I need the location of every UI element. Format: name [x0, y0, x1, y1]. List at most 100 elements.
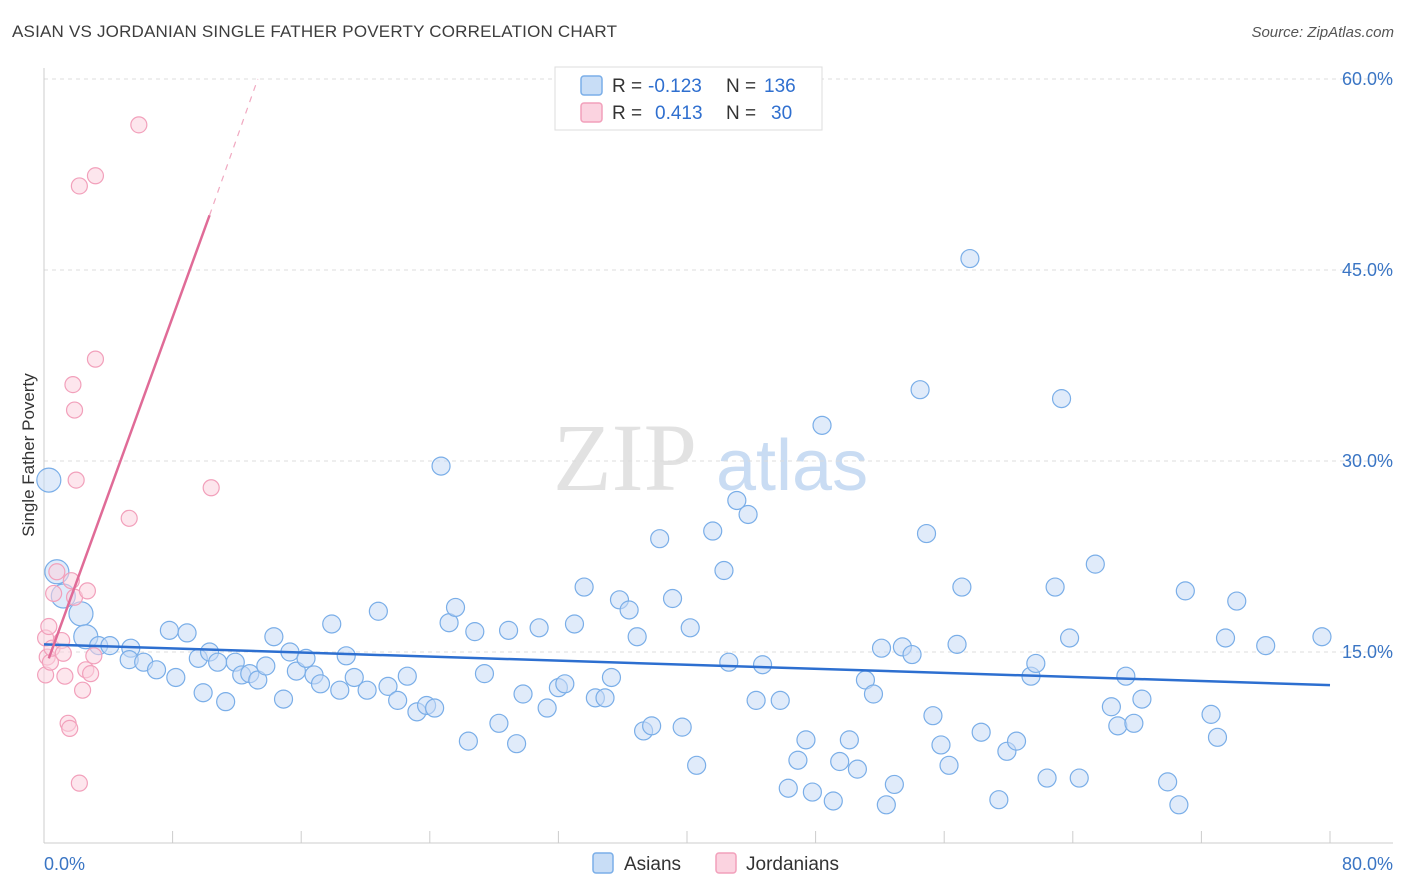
- asians-point: [177, 623, 197, 643]
- y-tick-label: 60.0%: [1342, 69, 1393, 89]
- asians-point: [193, 683, 213, 703]
- asians-point: [714, 560, 734, 581]
- asians-point: [910, 380, 930, 400]
- jordanians-point: [48, 563, 66, 581]
- legend-swatch-asians: [580, 75, 603, 96]
- asians-point: [208, 652, 228, 672]
- asians-point: [812, 415, 832, 435]
- y-tick-label: 15.0%: [1342, 642, 1393, 662]
- asians-point: [778, 778, 798, 798]
- asians-point: [216, 692, 236, 712]
- asians-point: [650, 529, 670, 549]
- jordanians-point: [67, 471, 85, 489]
- asians-point: [513, 684, 533, 704]
- asians-point: [445, 597, 466, 618]
- asians-point: [939, 755, 959, 775]
- series-legend: Asians Jordanians: [592, 852, 839, 875]
- asians-point: [555, 674, 575, 694]
- asians-point: [458, 731, 478, 751]
- asians-point: [489, 713, 509, 733]
- asians-point: [1227, 591, 1247, 611]
- asians-point: [1006, 731, 1027, 751]
- asians-point: [273, 689, 294, 709]
- asians-point: [498, 620, 519, 640]
- asians-point: [839, 730, 859, 750]
- asians-point: [642, 716, 662, 736]
- jordanians-point: [130, 116, 148, 134]
- asians-point: [847, 759, 867, 779]
- asians-point: [1069, 768, 1089, 788]
- jordanians-point: [64, 376, 82, 394]
- asians-point: [1169, 795, 1189, 815]
- asians-point: [960, 248, 980, 269]
- asians-point: [166, 667, 186, 688]
- jordanians-trend-line: [47, 214, 211, 659]
- y-axis-title: Single Father Poverty: [19, 373, 38, 537]
- asians-point: [952, 577, 972, 597]
- asians-point: [947, 634, 967, 654]
- jordanians-point: [86, 167, 105, 185]
- asians-point: [388, 690, 408, 710]
- jordanians-points: [37, 116, 220, 792]
- asians-point: [752, 655, 773, 675]
- asians-point: [1059, 628, 1080, 648]
- legend-n-label-asians: N =: [726, 76, 756, 97]
- jordanians-point: [61, 719, 79, 738]
- chart-title: ASIAN VS JORDANIAN SINGLE FATHER POVERTY…: [12, 22, 618, 41]
- legend-r-value-asians: -0.123: [648, 76, 702, 97]
- watermark: ZIP atlas: [553, 404, 868, 511]
- asians-point: [1124, 713, 1144, 733]
- jordanians-point: [120, 509, 138, 527]
- asians-points: [36, 248, 1332, 815]
- bottom-legend-label-jordanians: Jordanians: [746, 854, 839, 875]
- correlation-legend: R = -0.123 N = 136 R = 0.413 N = 30: [554, 66, 823, 131]
- asians-point: [507, 734, 527, 754]
- jordanians-point: [40, 617, 58, 636]
- asians-point: [601, 667, 622, 688]
- legend-n-value-asians: 136: [764, 76, 796, 97]
- asians-point: [36, 467, 62, 493]
- asians-point: [310, 674, 331, 694]
- legend-n-value-jordanians: 30: [771, 103, 792, 124]
- asians-point: [529, 618, 549, 638]
- jordanians-point: [65, 401, 84, 419]
- asians-point: [931, 735, 951, 755]
- jordanians-trend-extension: [209, 78, 259, 216]
- asians-point: [802, 782, 822, 802]
- jordanians-point: [78, 582, 97, 600]
- asians-point: [425, 698, 445, 718]
- asians-point: [1201, 704, 1221, 724]
- asians-point: [264, 627, 284, 647]
- asians-point: [1215, 628, 1236, 648]
- asians-point: [595, 688, 615, 708]
- asians-point: [619, 600, 639, 620]
- asians-point: [574, 577, 594, 597]
- asians-trend-line: [43, 643, 1331, 687]
- jordanians-point: [86, 350, 105, 368]
- jordanians-point: [70, 774, 88, 792]
- legend-r-label-asians: R =: [612, 76, 642, 97]
- jordanians-point: [54, 644, 72, 662]
- asians-point: [431, 456, 451, 476]
- asians-point: [770, 690, 790, 710]
- jordanians-point: [70, 177, 88, 195]
- legend-n-label-jordanians: N =: [726, 103, 756, 124]
- asians-point: [368, 601, 388, 621]
- legend-swatch-jordanians: [580, 102, 603, 123]
- asians-point: [1312, 627, 1332, 647]
- asians-point: [746, 690, 766, 710]
- asians-point: [796, 730, 816, 750]
- asians-point: [876, 795, 896, 815]
- asians-point: [916, 523, 937, 544]
- asians-point: [738, 504, 758, 525]
- asians-point: [823, 791, 843, 811]
- legend-r-label-jordanians: R =: [612, 103, 642, 124]
- asians-point: [357, 680, 377, 700]
- asians-point: [719, 652, 739, 672]
- asians-point: [672, 717, 692, 737]
- asians-point: [662, 588, 683, 609]
- asians-point: [902, 644, 922, 665]
- asians-point: [1158, 772, 1178, 792]
- asians-point: [1132, 689, 1152, 709]
